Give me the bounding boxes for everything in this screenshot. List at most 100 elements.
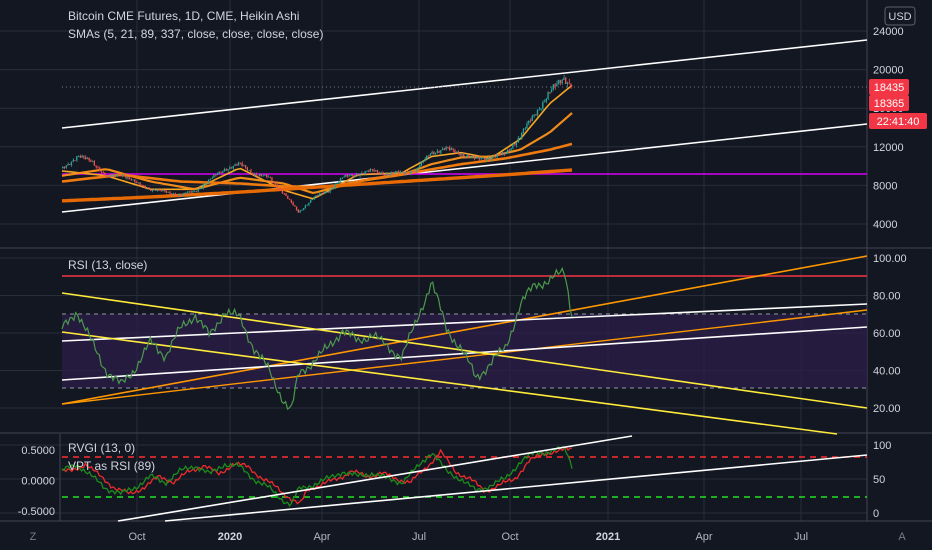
- candle-body-235: [475, 158, 477, 159]
- candle-body-281: [556, 83, 558, 87]
- candle-body-266: [529, 120, 532, 122]
- candle-body-166: [353, 175, 356, 177]
- auto-scale-button[interactable]: A: [898, 531, 906, 543]
- candle-body-143: [313, 196, 315, 200]
- candle-body-277: [549, 92, 551, 93]
- time-tick-label-0: Oct: [128, 531, 145, 543]
- sma-price-tag: 18365: [869, 95, 909, 111]
- trendline-channel-top[interactable]: [61, 39, 868, 129]
- candle-body-200: [413, 171, 415, 173]
- candle-body-205: [422, 161, 424, 162]
- candle-body-254: [508, 149, 510, 151]
- candle-body-247: [496, 154, 498, 158]
- candle-body-29: [113, 174, 115, 176]
- candle-body-70: [185, 192, 187, 194]
- candle-body-157: [338, 181, 340, 184]
- candle-body-61: [169, 191, 171, 194]
- rvgi-axis-right[interactable]: 100 50 0: [873, 440, 891, 520]
- timezone-button[interactable]: Z: [30, 531, 37, 543]
- candle-body-128: [287, 196, 289, 199]
- rvgi-left-tick-label-2: -0.5000: [18, 506, 55, 518]
- candle-body-18: [93, 161, 95, 166]
- candle-body-201: [415, 168, 417, 172]
- candle-body-83: [207, 179, 210, 184]
- rsi-pane[interactable]: [61, 255, 868, 435]
- candle-body-151: [327, 191, 329, 193]
- candle-body-265: [528, 120, 530, 124]
- candle-body-91: [222, 171, 224, 173]
- rvgi-trendline-steep[interactable]: [117, 435, 633, 522]
- candle-body-249: [499, 154, 502, 156]
- rvgi-axis-left[interactable]: 0.5000 0.0000 -0.5000: [18, 445, 55, 518]
- candle-body-169: [359, 173, 361, 176]
- candle-body-156: [336, 183, 338, 185]
- candle-body-202: [417, 167, 419, 169]
- rvgi-legend[interactable]: RVGI (13, 0): [68, 441, 135, 455]
- candle-body-252: [505, 153, 507, 155]
- candle-body-94: [227, 169, 229, 171]
- rsi-tick-label-4: 20.00: [873, 403, 901, 415]
- candle-body-78: [199, 188, 201, 190]
- candle-body-41: [134, 179, 136, 182]
- candle-body-155: [334, 184, 336, 188]
- rsi-trendline-yellow-long[interactable]: [61, 331, 838, 435]
- candle-body-175: [369, 169, 372, 172]
- candle-body-67: [179, 194, 182, 196]
- rsi-trendline-white-top[interactable]: [61, 303, 868, 342]
- candle-body-163: [348, 175, 350, 177]
- rsi-trendline-yellow-steep[interactable]: [61, 292, 868, 409]
- rsi-trendline-orange-top[interactable]: [61, 255, 868, 405]
- candle-body-193: [401, 171, 403, 173]
- candle-body-203: [419, 165, 421, 168]
- candle-body-115: [264, 174, 266, 176]
- candle-body-127: [285, 193, 287, 197]
- candle-body-177: [373, 169, 375, 172]
- last-price-value: 18435: [874, 82, 905, 94]
- rsi-legend[interactable]: RSI (13, close): [68, 258, 147, 272]
- rsi-axis[interactable]: 100.00 80.00 60.00 40.00 20.00: [873, 253, 907, 415]
- candle-body-58: [164, 190, 166, 192]
- candle-body-270: [536, 109, 539, 116]
- candle-body-5: [70, 161, 73, 165]
- candle-body-209: [429, 154, 431, 157]
- candle-body-98: [234, 164, 236, 166]
- candle-body-176: [371, 169, 373, 170]
- rsi-trendline-orange-bottom[interactable]: [61, 309, 868, 405]
- rvgi-trendline-long[interactable]: [164, 454, 868, 522]
- vpt-legend[interactable]: VPT as RSI (89): [68, 459, 155, 473]
- indicator-legend[interactable]: SMAs (5, 21, 89, 337, close, close, clos…: [68, 27, 323, 41]
- time-axis[interactable]: Oct 2020 Apr Jul Oct 2021 Apr Jul: [128, 531, 808, 543]
- candle-body-186: [389, 173, 391, 176]
- candle-body-159: [341, 177, 343, 179]
- candle-body-87: [215, 174, 217, 176]
- candle-body-97: [232, 165, 234, 169]
- candle-body-45: [141, 185, 143, 186]
- candle-body-286: [564, 77, 567, 84]
- candle-body-257: [513, 144, 516, 146]
- candle-body-89: [218, 171, 220, 175]
- trendline-channel-bottom[interactable]: [61, 123, 868, 213]
- candle-body-161: [345, 174, 347, 177]
- candle-body-244: [491, 156, 493, 160]
- candle-body-226: [459, 153, 461, 156]
- candle-body-79: [200, 188, 203, 189]
- candle-body-284: [561, 79, 563, 84]
- rsi-tick-label-3: 40.00: [873, 366, 901, 378]
- candle-body-245: [492, 156, 495, 158]
- currency-button[interactable]: USD: [884, 6, 916, 26]
- candle-body-227: [461, 154, 463, 156]
- candle-body-19: [95, 165, 97, 168]
- candle-body-180: [378, 172, 380, 174]
- candle-body-248: [498, 154, 500, 155]
- rvgi-pane[interactable]: [61, 435, 868, 522]
- candle-body-242: [487, 158, 489, 160]
- candle-body-114: [262, 175, 264, 177]
- candle-body-55: [158, 189, 160, 191]
- candle-body-168: [357, 174, 359, 176]
- candle-body-174: [368, 170, 370, 172]
- main-price-pane[interactable]: [61, 39, 868, 213]
- candle-body-285: [563, 77, 565, 80]
- candle-body-259: [517, 138, 519, 143]
- candle-body-210: [431, 151, 433, 155]
